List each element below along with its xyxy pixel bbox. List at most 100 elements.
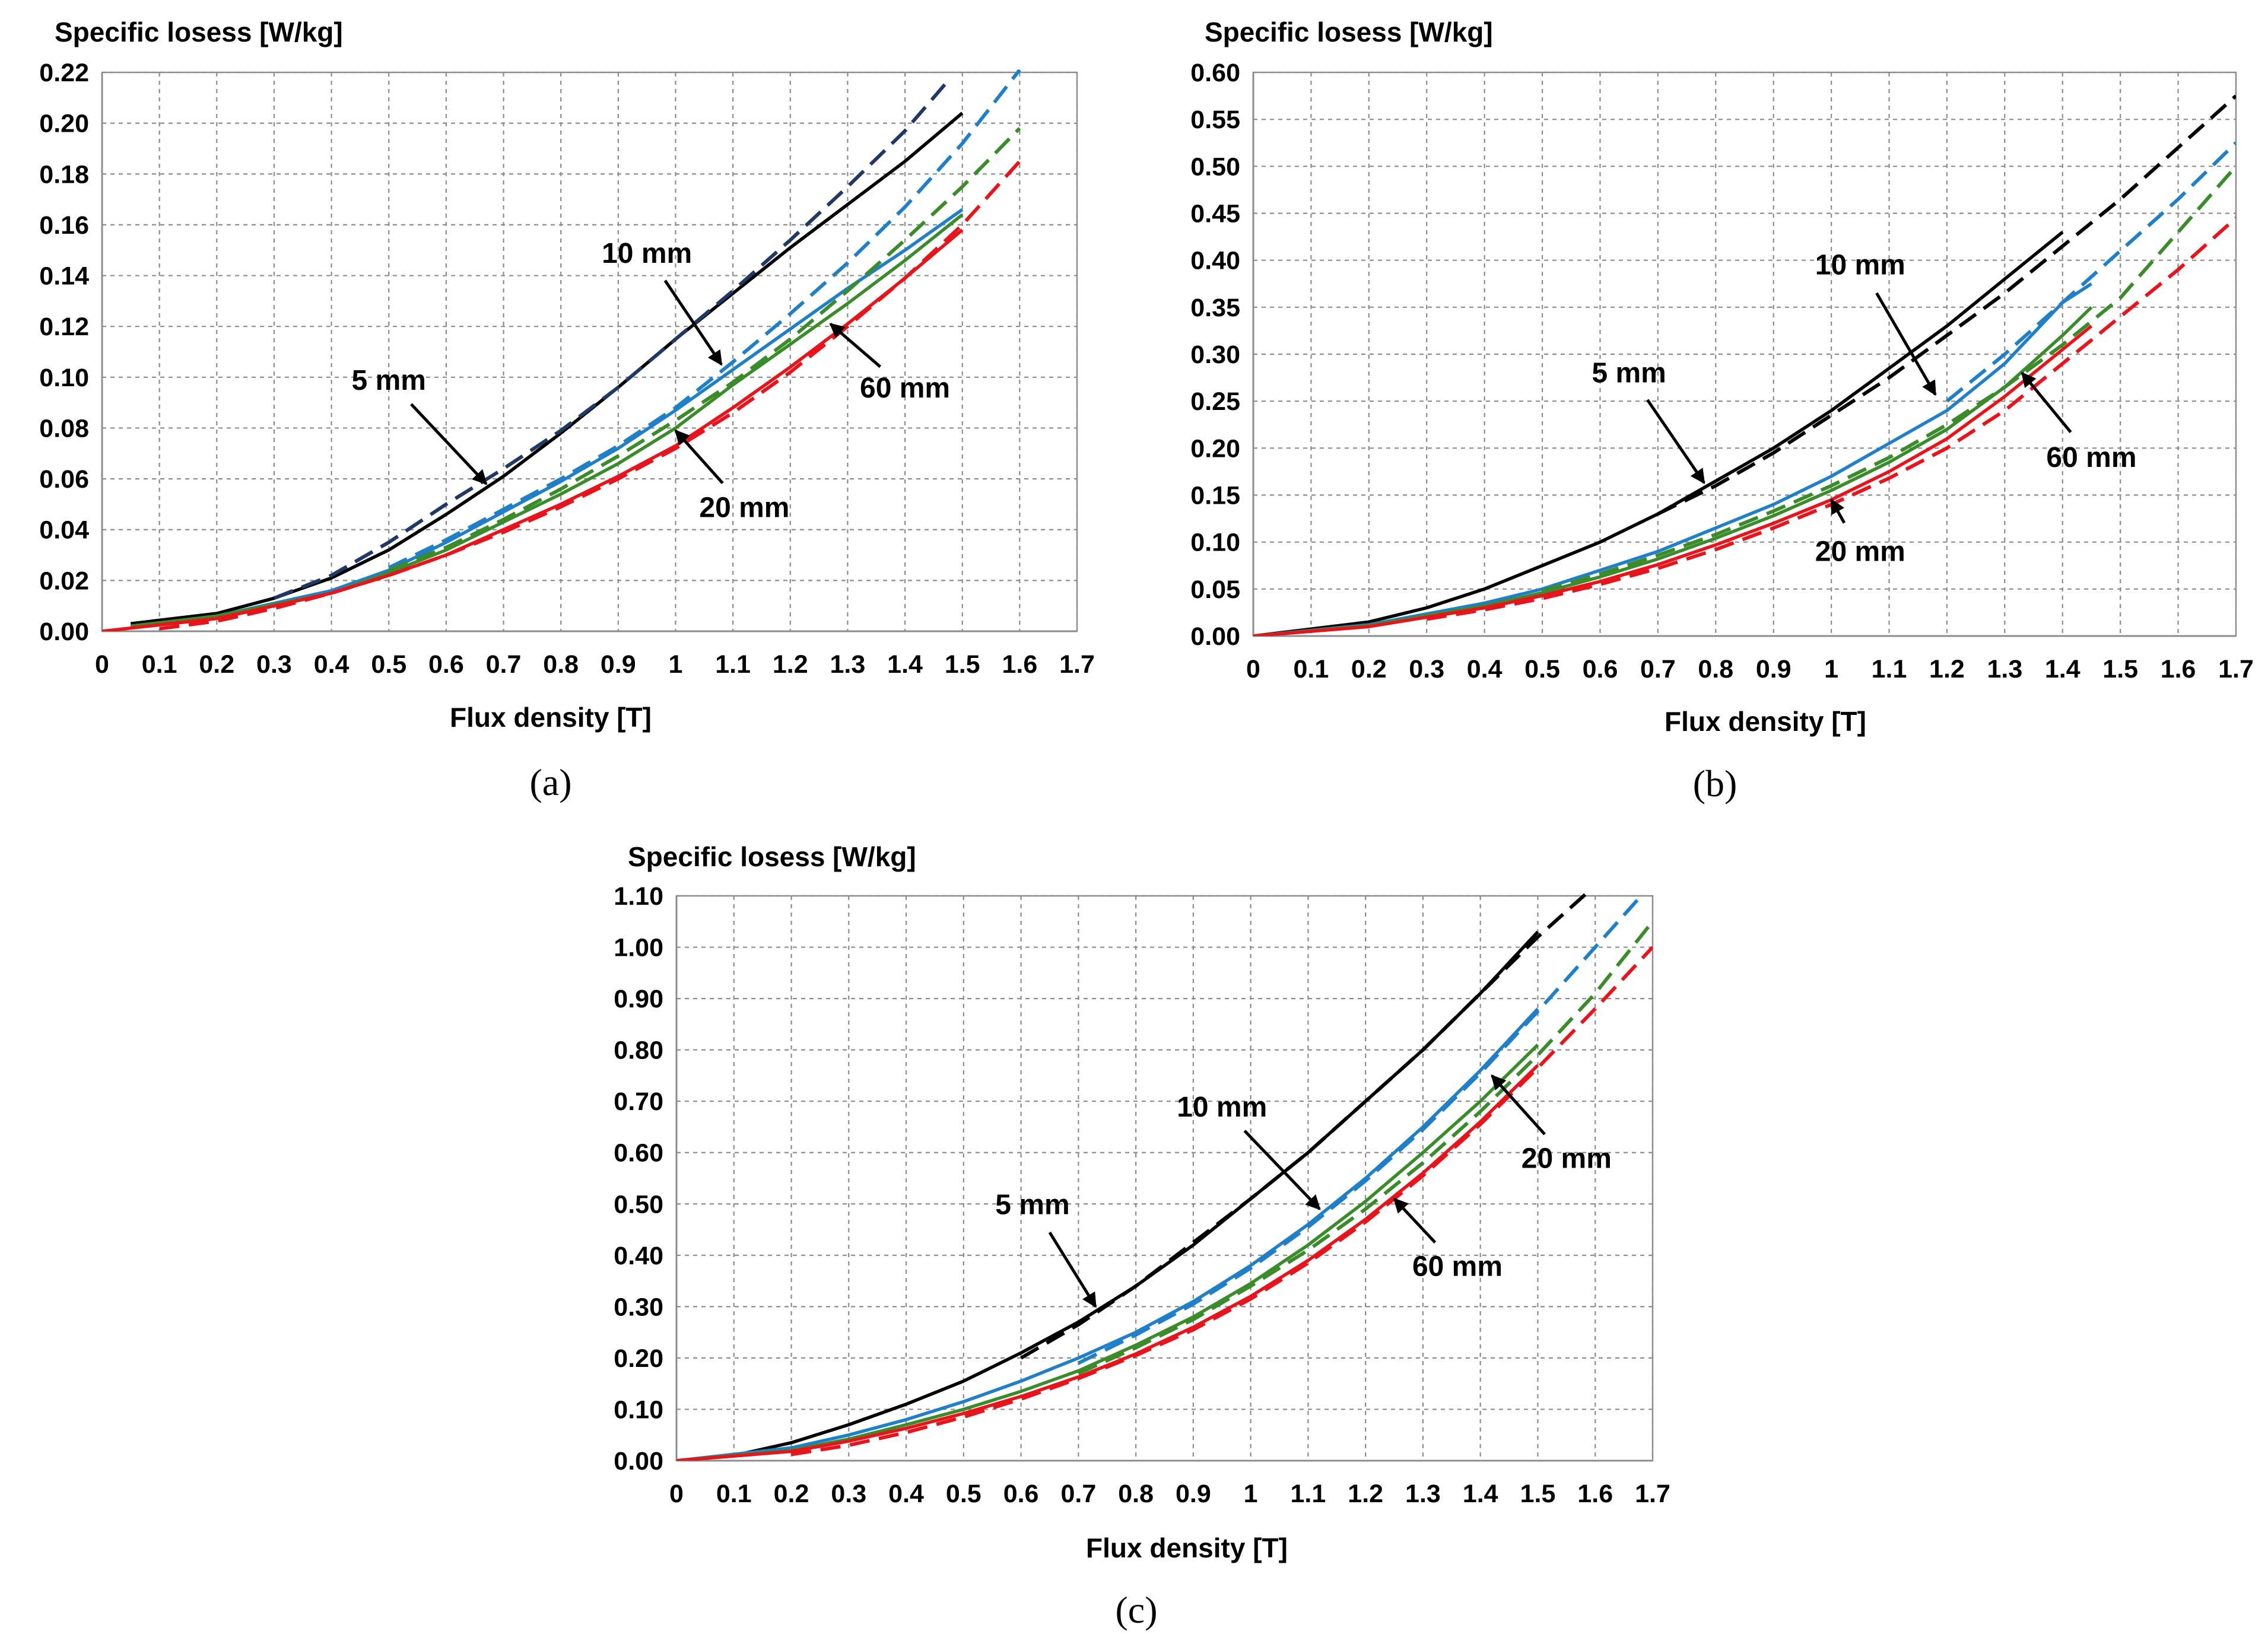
- chart-c-series-5-mm-measured: [676, 930, 1539, 1461]
- chart-a-series-group: [102, 69, 1021, 631]
- chart-a-y-tick-label: 0.22: [39, 59, 89, 87]
- chart-c-y-tick-label: 0.50: [614, 1190, 663, 1219]
- chart-c-annotation-5-mm: 5 mm: [995, 1190, 1069, 1221]
- chart-a-x-tick-label: 1.7: [1059, 650, 1095, 679]
- chart-a-x-tick-label: 0.4: [314, 650, 350, 679]
- chart-a-y-tick-label: 0.14: [39, 262, 89, 291]
- panel-c-label: (c): [1115, 1589, 1157, 1631]
- chart-a-x-tick-label: 1.4: [887, 650, 923, 679]
- chart-b-x-tick-label: 0.1: [1294, 655, 1329, 683]
- chart-c-x-tick-label: 1.5: [1520, 1480, 1556, 1508]
- chart-a-y-tick-label: 0.20: [39, 110, 89, 138]
- chart-a-series-10-mm-measured: [130, 208, 964, 628]
- panel-c: Specific losess [W/kg] Flux density [T] …: [628, 841, 1288, 1631]
- chart-c-x-tick-label: 0.6: [1003, 1480, 1039, 1508]
- chart-a-x-tick-label: 0: [95, 650, 109, 679]
- chart-c-annotation-10-mm: 10 mm: [1177, 1092, 1267, 1123]
- chart-b-y-tick-label: 0.40: [1190, 247, 1240, 275]
- chart-c-x-tick-label: 0.5: [946, 1480, 981, 1508]
- chart-a-y-tick-label: 0.10: [39, 364, 89, 392]
- chart-a-series-5-mm-measured: [130, 112, 964, 625]
- chart-c-y-tick-label: 0.90: [614, 985, 663, 1013]
- chart-c-x-tick-label: 1.7: [1635, 1480, 1670, 1508]
- chart-a-series-60-mm-model: [159, 160, 1021, 631]
- chart-a-x-tick-label: 1: [669, 650, 683, 679]
- chart-c-plot: 0 0.1 0.2 0.3 0.4 0.5 0.6 0.7 0.8 0.9 1 1.1 1.2 1.3 1.…: [614, 882, 1670, 1508]
- panel-c-y-axis-title: Specific losess [W/kg]: [628, 841, 916, 872]
- chart-a-grid: [102, 71, 1078, 631]
- chart-b-x-tick-label: 0.3: [1409, 655, 1444, 683]
- chart-c-x-tick-label: 0.9: [1176, 1480, 1211, 1508]
- chart-b-y-tick-label: 0.15: [1190, 482, 1240, 510]
- chart-c-arrow-20-mm: [1491, 1074, 1546, 1136]
- chart-b-series-20-mm-measured: [1253, 306, 2093, 636]
- chart-a-annotation-5-mm: 5 mm: [352, 365, 426, 396]
- chart-b-series-60-mm-measured: [1253, 325, 2093, 636]
- chart-a-x-tick-label: 0.6: [428, 650, 464, 679]
- chart-b-x-tick-label: 0.5: [1524, 655, 1560, 683]
- chart-b-x-tick-label: 0.8: [1698, 655, 1733, 683]
- chart-c-x-tick-label: 1.6: [1577, 1480, 1613, 1508]
- chart-b-y-tick-label: 0.35: [1190, 294, 1240, 322]
- chart-a-x-tick-label: 0.7: [486, 650, 522, 679]
- chart-b-series-20-mm-model: [1542, 165, 2236, 593]
- chart-b-y-tick-label: 0.25: [1190, 387, 1240, 416]
- chart-c-x-tick-label: 1.3: [1405, 1480, 1441, 1508]
- chart-c-annotation-20-mm: 20 mm: [1521, 1143, 1612, 1175]
- chart-a-y-tick-label: 0.02: [39, 567, 89, 595]
- chart-b-annotation-5-mm: 5 mm: [1592, 358, 1666, 389]
- chart-a-x-tick-label: 1.2: [773, 650, 808, 679]
- chart-b-x-tick-label: 0.6: [1583, 655, 1618, 683]
- chart-c-series-20-mm-measured: [676, 1044, 1539, 1461]
- chart-b-y-tick-label: 0.30: [1190, 341, 1240, 369]
- chart-b-y-tick-label: 0.60: [1190, 59, 1240, 87]
- chart-c-y-tick-label: 1.00: [614, 934, 663, 962]
- chart-a-plot: 0 0.1 0.2 0.3 0.4 0.5 0.6 0.7 0.8 0.9 1 1.1 1.2 1.3 1.…: [39, 59, 1095, 679]
- chart-b-x-tick-label: 0.4: [1467, 655, 1503, 683]
- chart-a-x-tick-label: 0.2: [199, 650, 234, 679]
- chart-c-x-tick-label: 0.1: [716, 1480, 752, 1508]
- chart-a-arrow-5-mm: [410, 403, 488, 485]
- chart-c-y-tick-label: 0.40: [614, 1242, 663, 1270]
- chart-a-y-tick-label: 0.04: [39, 516, 89, 545]
- chart-c-y-tick-label: 0.80: [614, 1036, 663, 1065]
- panel-a-label: (a): [529, 761, 571, 803]
- chart-b-y-tick-label: 0.00: [1190, 622, 1240, 651]
- chart-b-series-10-mm-model: [1946, 141, 2236, 403]
- chart-c-y-tick-label: 0.20: [614, 1344, 663, 1373]
- chart-b-x-tick-label: 1.5: [2102, 655, 2138, 683]
- chart-a-y-tick-label: 0.08: [39, 414, 89, 443]
- chart-b-y-tick-label: 0.50: [1190, 152, 1240, 181]
- chart-c-y-tick-label: 0.30: [614, 1293, 663, 1321]
- panel-b-label: (b): [1693, 762, 1737, 804]
- chart-a-arrow-10-mm: [663, 279, 723, 366]
- chart-a-x-tick-label: 0.1: [142, 650, 177, 679]
- chart-a-x-tick-label: 0.5: [371, 650, 406, 679]
- chart-c-x-tick-label: 0.8: [1118, 1480, 1154, 1508]
- chart-b-x-tick-label: 1.3: [1987, 655, 2022, 683]
- chart-b-arrow-60-mm: [2021, 371, 2072, 434]
- chart-b-plot: 0 0.1 0.2 0.3 0.4 0.5 0.6 0.7 0.8 0.9 1 1.1 1.2 1.3 1.…: [1190, 59, 2254, 683]
- chart-c-plot-frame: [675, 895, 1654, 1462]
- chart-c-y-tick-label: 0.70: [614, 1087, 663, 1116]
- chart-b-y-tick-label: 0.55: [1190, 106, 1240, 134]
- chart-c-x-tick-label: 0.4: [888, 1480, 924, 1508]
- chart-a-arrow-20-mm: [674, 429, 724, 485]
- chart-b-x-tick-label: 1.1: [1872, 655, 1907, 683]
- chart-a-series-10-mm-model: [387, 69, 1021, 570]
- chart-b-x-tick-label: 1.6: [2161, 655, 2196, 683]
- chart-a-annotation-60-mm: 60 mm: [860, 373, 950, 404]
- panel-a-x-axis-title: Flux density [T]: [450, 702, 652, 733]
- chart-a-x-tick-label: 0.3: [256, 650, 292, 679]
- chart-c-x-tick-label: 0.3: [831, 1480, 866, 1508]
- chart-c-x-tick-label: 0.7: [1060, 1480, 1096, 1508]
- chart-a-x-tick-label: 1.6: [1002, 650, 1037, 679]
- chart-b-series-10-mm-measured: [1253, 282, 2092, 636]
- chart-c-x-tick-label: 0.2: [774, 1480, 809, 1508]
- chart-a-x-tick-label: 0.8: [543, 650, 579, 679]
- chart-b-arrow-20-mm: [1829, 498, 1846, 524]
- chart-c-annotation-60-mm: 60 mm: [1412, 1251, 1503, 1282]
- chart-b-annotation-60-mm: 60 mm: [2046, 442, 2136, 473]
- chart-c-y-tick-label: 0.10: [614, 1395, 663, 1424]
- chart-c-series-10-mm-measured: [676, 1007, 1539, 1461]
